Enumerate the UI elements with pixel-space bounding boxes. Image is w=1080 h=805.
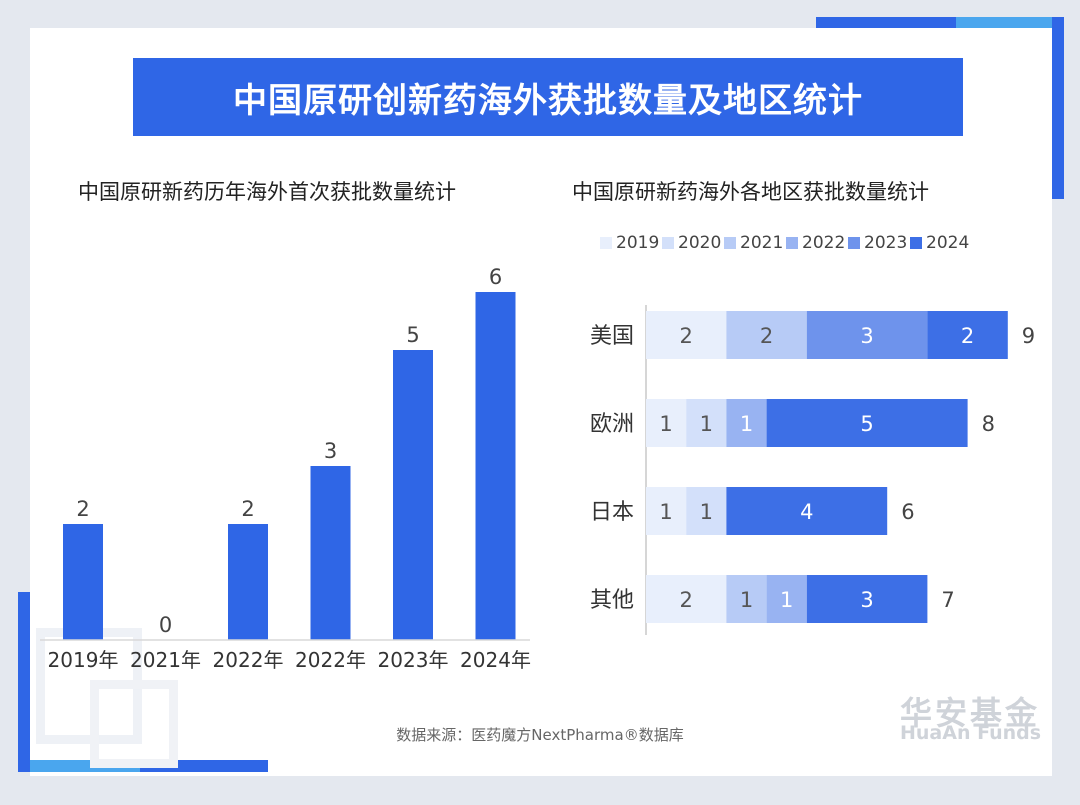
x-tick-label: 2024年 xyxy=(460,648,531,672)
corner-accent-top-right-light xyxy=(956,17,1052,28)
bar-value-label: 2 xyxy=(76,497,89,521)
x-tick-label: 2022年 xyxy=(213,648,284,672)
stack-segment xyxy=(726,399,767,447)
legend-swatch xyxy=(724,237,736,249)
segment-value-label: 1 xyxy=(700,412,713,436)
bar xyxy=(63,524,103,640)
legend-swatch xyxy=(600,237,612,249)
segment-value-label: 1 xyxy=(740,412,753,436)
stack-segment xyxy=(726,575,767,623)
bar xyxy=(393,350,433,640)
bar xyxy=(310,466,351,640)
stack-segment xyxy=(686,399,727,447)
segment-value-label: 3 xyxy=(860,588,873,612)
row-total-label: 6 xyxy=(901,500,914,524)
y-category-label: 日本 xyxy=(590,500,634,525)
segment-value-label: 5 xyxy=(860,412,873,436)
row-total-label: 7 xyxy=(941,588,954,612)
legend-label: 2020 xyxy=(678,233,721,253)
y-category-label: 欧洲 xyxy=(590,412,634,437)
segment-value-label: 2 xyxy=(760,324,773,348)
page-title: 中国原研创新药海外获批数量及地区统计 xyxy=(133,58,963,136)
stack-segment xyxy=(726,487,888,535)
legend-label: 2021 xyxy=(740,233,783,253)
bar xyxy=(228,524,268,640)
segment-value-label: 2 xyxy=(680,324,693,348)
segment-value-label: 1 xyxy=(740,588,753,612)
stack-segment xyxy=(927,311,1008,359)
y-category-label: 美国 xyxy=(590,324,634,349)
y-category-label: 其他 xyxy=(590,588,634,613)
stack-segment xyxy=(646,399,687,447)
brand-logo-en: HuaAn Funds xyxy=(900,722,1042,744)
bar-value-label: 5 xyxy=(406,323,419,347)
legend-label: 2022 xyxy=(802,233,845,253)
segment-value-label: 2 xyxy=(680,588,693,612)
corner-accent-right-edge xyxy=(1052,17,1064,199)
segment-value-label: 3 xyxy=(860,324,873,348)
row-total-label: 9 xyxy=(1022,324,1035,348)
stack-segment xyxy=(806,311,928,359)
x-tick-label: 2023年 xyxy=(378,648,449,672)
bar-value-label: 0 xyxy=(159,613,172,637)
stack-segment xyxy=(646,311,727,359)
stack-segment xyxy=(766,575,807,623)
corner-accent-top-right xyxy=(816,17,1052,28)
segment-value-label: 1 xyxy=(700,500,713,524)
corner-square-outline-2 xyxy=(90,680,178,768)
stack-segment xyxy=(646,487,687,535)
legend-label: 2019 xyxy=(616,233,659,253)
segment-value-label: 1 xyxy=(780,588,793,612)
stack-segment xyxy=(646,575,727,623)
stack-segment xyxy=(686,487,727,535)
corner-accent-bottom-left xyxy=(18,592,30,772)
legend-swatch xyxy=(662,237,674,249)
bar-value-label: 2 xyxy=(241,497,254,521)
segment-value-label: 1 xyxy=(659,412,672,436)
annual-approvals-bar-chart: 2 2019年 0 2021年 2 2022年 3 2022年 5 2023年 6 2024年 xyxy=(40,265,531,672)
data-source-note: 数据来源：医药魔方NextPharma®数据库 xyxy=(396,726,684,744)
legend-swatch xyxy=(786,237,798,249)
segment-value-label: 1 xyxy=(659,500,672,524)
legend-swatch xyxy=(910,237,922,249)
x-tick-label: 2021年 xyxy=(130,648,201,672)
x-tick-label: 2022年 xyxy=(295,648,366,672)
segment-value-label: 2 xyxy=(961,324,974,348)
bar xyxy=(475,292,516,640)
bar-value-label: 3 xyxy=(324,439,337,463)
brand-logo-cn: 华安基金 xyxy=(900,694,1041,732)
x-tick-label: 2019年 xyxy=(48,648,119,672)
stack-segment xyxy=(806,575,928,623)
stack-segment xyxy=(726,311,807,359)
stack-segment xyxy=(766,399,968,447)
legend-label: 2023 xyxy=(864,233,907,253)
right-chart-title: 中国原研新药海外各地区获批数量统计 xyxy=(572,180,929,204)
segment-value-label: 4 xyxy=(800,500,813,524)
row-total-label: 8 xyxy=(982,412,995,436)
regional-approvals-stacked-chart: 2019 2020 2021 2022 2023 2024 美国 2 2 3 2 9 欧洲 1 1 1 5 8 日本… xyxy=(590,233,1035,635)
legend-swatch xyxy=(848,237,860,249)
legend-label: 2024 xyxy=(926,233,969,253)
left-chart-title: 中国原研新药历年海外首次获批数量统计 xyxy=(78,180,456,204)
bar-value-label: 6 xyxy=(489,265,502,289)
